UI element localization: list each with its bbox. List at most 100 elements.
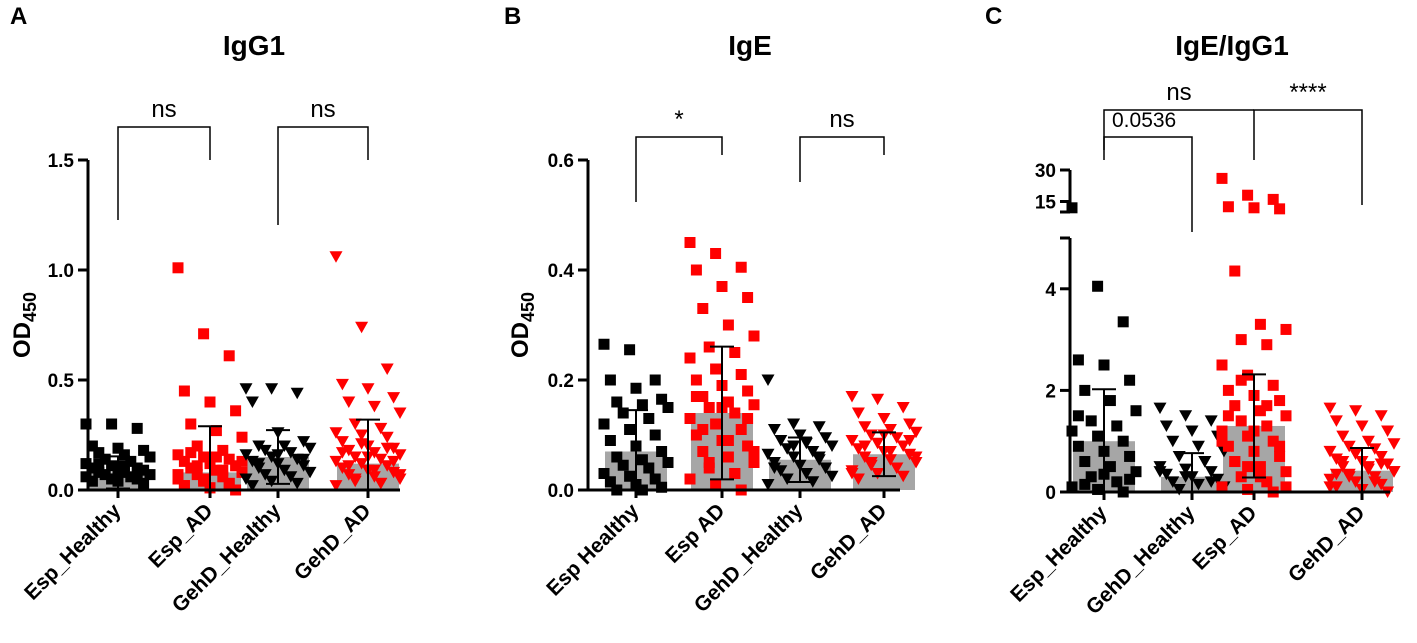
panel-c-ytick-label: 2: [1045, 381, 1056, 402]
panel-a-point: [367, 464, 381, 477]
panel-a-point: [239, 383, 253, 395]
panel-b-point: [761, 374, 775, 386]
panel-c-point: [1066, 202, 1078, 214]
panel-b-point: [710, 418, 722, 430]
panel-b-point: [729, 347, 741, 358]
panel-c-point: [1153, 466, 1167, 478]
panel-c-point: [1216, 359, 1228, 371]
panel-a-point: [230, 405, 242, 417]
panel-a-point: [178, 480, 190, 492]
panel-c-point: [1349, 476, 1363, 488]
panel-b-point: [684, 413, 696, 424]
panel-c-point: [1361, 461, 1375, 473]
panel-b-point: [896, 470, 910, 483]
panel-b-point: [780, 473, 794, 485]
panel-b-point: [710, 363, 722, 375]
panel-c-point: [1072, 410, 1084, 422]
panel-c-point: [1374, 410, 1388, 422]
panel-b-point: [729, 407, 741, 419]
panel-c-point: [1349, 448, 1363, 460]
panel-a-point: [239, 449, 253, 461]
panel-c-point: [1254, 405, 1266, 417]
panel-a-point: [131, 473, 143, 485]
panel-b-point: [716, 281, 728, 292]
panel-b-point: [656, 393, 668, 405]
panel-a-ytick-label: 1.5: [48, 151, 75, 172]
panel-a-point: [131, 422, 143, 434]
panel-a-point: [374, 422, 388, 435]
panel-c-point: [1254, 318, 1266, 330]
panel-b-point: [611, 451, 623, 463]
panel-b-point: [684, 237, 696, 248]
panel-b-point: [767, 462, 781, 474]
panel-a-point: [204, 396, 216, 408]
panel-b-point: [787, 418, 801, 430]
panel-a-category-label: Esp_Healthy: [20, 499, 126, 605]
panel-b-point: [624, 424, 636, 435]
panel-c-category-label: GehD_AD: [1284, 501, 1370, 587]
panel-c-point: [1124, 473, 1136, 485]
panel-letter-b: B: [504, 3, 521, 30]
panel-b-point: [845, 468, 859, 480]
panel-c-point: [1085, 415, 1097, 427]
panel-a-point: [125, 471, 137, 483]
panel-b-point: [722, 435, 734, 446]
panel-b-point: [890, 462, 904, 474]
panel-a-point: [172, 449, 184, 461]
panel-c-point: [1261, 476, 1273, 488]
panel-a-point: [236, 455, 248, 467]
panel-a-point: [277, 464, 291, 477]
panel-c-point: [1248, 202, 1260, 214]
panel-c-point: [1166, 476, 1180, 488]
panel-a-point: [387, 455, 401, 468]
panel-b-point: [858, 451, 872, 463]
panel-a-ylabel-sub: 450: [20, 292, 40, 322]
panel-b-point: [909, 426, 923, 439]
panel-a-significance-label: ns: [310, 96, 335, 123]
panel-a-point: [367, 447, 381, 459]
panel-a-point: [198, 451, 210, 463]
panel-c-point: [1235, 415, 1247, 427]
panel-c-point: [1092, 280, 1104, 292]
panel-a-point: [303, 466, 317, 479]
panel-b-point: [761, 448, 775, 461]
panel-c-point: [1111, 420, 1123, 432]
panel-b-point: [787, 451, 801, 463]
panel-c-significance-bracket: [1103, 136, 1193, 232]
panel-c-point: [1198, 456, 1212, 468]
panel-c-point: [1368, 476, 1382, 488]
panel-a-point: [277, 440, 291, 452]
panel-b-point: [909, 451, 923, 463]
panel-a-point: [236, 431, 248, 443]
panel-a-point: [355, 321, 369, 334]
panel-a-title: IgG1: [223, 30, 285, 61]
panel-b-point: [735, 369, 747, 380]
panel-b-title: IgE: [728, 30, 772, 61]
panel-a-point: [335, 447, 349, 459]
panel-a-point: [86, 475, 98, 487]
panel-b-point: [598, 468, 610, 479]
panel-a-point: [217, 471, 229, 483]
panel-a-point: [380, 460, 394, 472]
panel-b-point: [710, 479, 722, 490]
panel-c-point: [1381, 425, 1395, 438]
panel-c-point: [1323, 445, 1337, 458]
panel-a-point: [223, 477, 235, 489]
panel-b-point: [858, 440, 872, 452]
panel-b-point: [598, 418, 610, 430]
panel-b-point: [656, 481, 668, 493]
panel-c-point: [1361, 435, 1375, 448]
panel-b-point: [748, 330, 760, 342]
panel-b-point: [649, 429, 661, 441]
panel-c-point: [1204, 466, 1218, 478]
panel-c-point: [1153, 402, 1167, 415]
panel-a-point: [245, 480, 259, 492]
panel-c-ytick-label-upper: 30: [1035, 161, 1056, 182]
panel-c-ytick-label-upper: 15: [1035, 193, 1057, 214]
panel-b-point: [684, 352, 696, 364]
panel-b-point: [690, 374, 702, 386]
panel-a-point: [93, 466, 105, 478]
panel-c-significance-label: ****: [1289, 79, 1326, 106]
